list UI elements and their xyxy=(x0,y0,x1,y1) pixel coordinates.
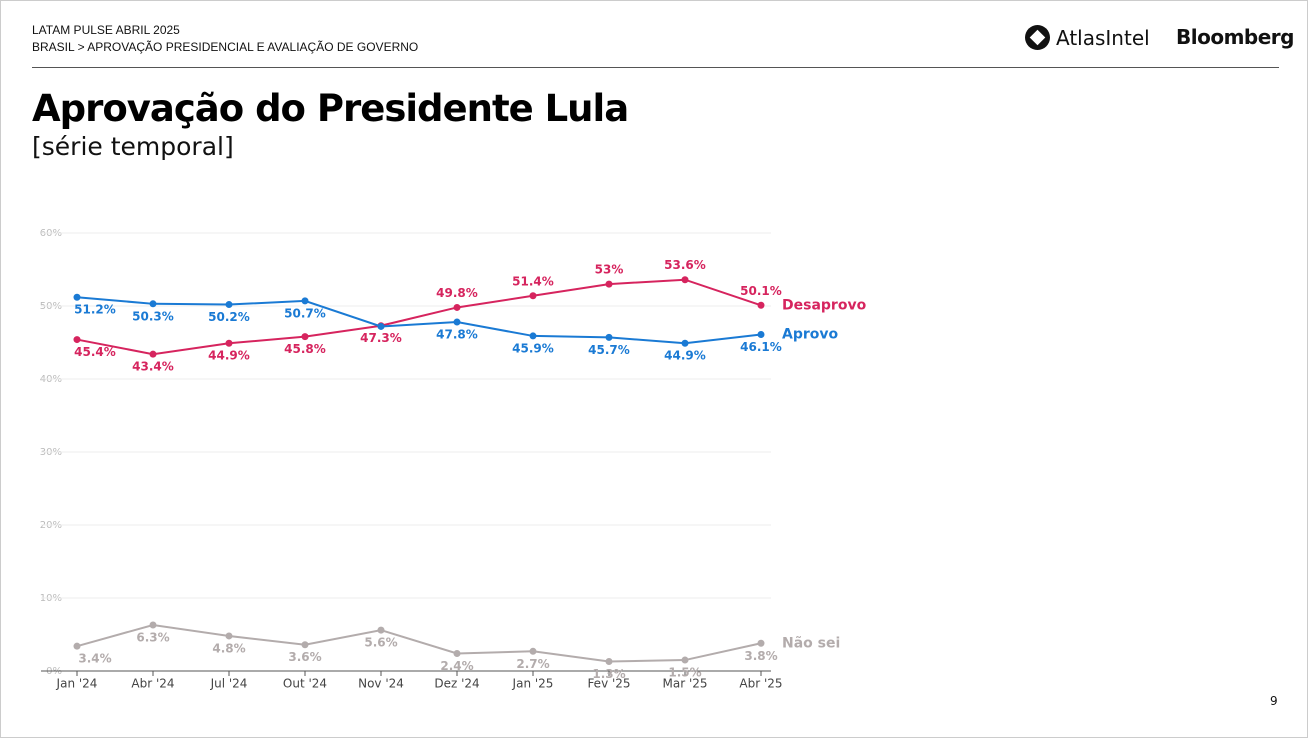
data-label: 2.7% xyxy=(516,657,549,671)
data-label: 6.3% xyxy=(136,631,169,645)
data-point xyxy=(529,647,537,655)
data-point xyxy=(605,333,613,341)
data-label: 4.8% xyxy=(212,641,245,655)
x-tick-label: Abr '24 xyxy=(131,677,174,691)
data-point xyxy=(605,280,613,288)
data-point xyxy=(149,300,157,308)
data-point xyxy=(225,339,233,347)
header-kicker: LATAM PULSE ABRIL 2025 xyxy=(32,23,180,37)
x-tick-label: Abr '25 xyxy=(739,677,782,691)
data-point xyxy=(757,639,765,647)
x-tick-label: Mar '25 xyxy=(662,677,707,691)
x-tick-label: Dez '24 xyxy=(434,677,479,691)
data-label: 44.9% xyxy=(208,349,250,363)
data-label: 45.9% xyxy=(512,341,554,355)
legend-label: Desaprovo xyxy=(782,297,867,313)
data-label: 3.8% xyxy=(744,649,777,663)
x-tick-label: Nov '24 xyxy=(358,677,404,691)
bloomberg-logo: Bloomberg xyxy=(1176,25,1294,49)
legend-label: Aprovo xyxy=(782,326,839,342)
data-label: 49.8% xyxy=(436,286,478,300)
data-label: 5.6% xyxy=(364,636,397,650)
series-line xyxy=(76,296,762,345)
data-label: 1.3% xyxy=(592,667,625,681)
data-point xyxy=(149,350,157,358)
data-label: 50.7% xyxy=(284,306,326,320)
data-label: 53.6% xyxy=(664,258,706,272)
data-point xyxy=(301,297,309,305)
data-label: 51.4% xyxy=(512,274,554,288)
series-line xyxy=(76,623,762,663)
x-tick-label: Out '24 xyxy=(283,677,327,691)
header-breadcrumb: BRASIL > APROVAÇÃO PRESIDENCIAL E AVALIA… xyxy=(32,40,419,54)
data-point xyxy=(529,292,537,300)
atlas-logo: AtlasIntel xyxy=(1056,26,1150,50)
data-point xyxy=(377,322,385,330)
x-tick-label: Jul '24 xyxy=(210,677,248,691)
data-label: 47.3% xyxy=(360,331,402,345)
x-tick-label: Jan '24 xyxy=(56,677,98,691)
chart-title: Aprovação do Presidente Lula xyxy=(32,87,629,130)
data-point xyxy=(681,339,689,347)
data-point xyxy=(757,330,765,338)
data-label: 45.8% xyxy=(284,342,326,356)
data-label: 45.4% xyxy=(74,345,116,359)
page-number: 9 xyxy=(1270,694,1278,708)
data-label: 44.9% xyxy=(664,349,706,363)
data-label: 51.2% xyxy=(74,303,116,317)
data-point xyxy=(301,333,309,341)
data-label: 45.7% xyxy=(588,343,630,357)
data-label: 50.1% xyxy=(740,284,782,298)
data-point xyxy=(149,621,157,629)
data-label: 2.4% xyxy=(440,659,473,673)
data-point xyxy=(73,336,81,344)
x-tick-label: Fev '25 xyxy=(587,677,630,691)
data-point xyxy=(377,626,385,634)
data-point xyxy=(225,301,233,309)
chart-subtitle: [série temporal] xyxy=(32,132,234,161)
data-point xyxy=(605,658,613,666)
data-label: 50.3% xyxy=(132,309,174,323)
data-point xyxy=(529,332,537,340)
data-point xyxy=(681,656,689,664)
chart: 0%10%20%30%40%50%60%Jan '24 Abr '24 Jul '2… xyxy=(40,228,867,691)
data-label: 1.5% xyxy=(668,666,701,680)
data-point xyxy=(73,642,81,650)
atlas-icon xyxy=(1025,25,1050,50)
data-label: 50.2% xyxy=(208,310,250,324)
data-point xyxy=(301,641,309,649)
data-point xyxy=(757,301,765,309)
data-point xyxy=(73,293,81,301)
data-point xyxy=(453,318,461,326)
legend-label: Não sei xyxy=(782,635,840,651)
data-point xyxy=(453,303,461,311)
data-point xyxy=(681,276,689,284)
header-rule xyxy=(32,67,1279,68)
data-label: 53% xyxy=(595,263,624,277)
series-line xyxy=(76,278,762,356)
data-label: 47.8% xyxy=(436,328,478,342)
data-label: 3.4% xyxy=(78,652,111,666)
data-point xyxy=(225,632,233,640)
data-label: 3.6% xyxy=(288,650,321,664)
data-label: 46.1% xyxy=(740,340,782,354)
data-label: 43.4% xyxy=(132,360,174,374)
x-tick-label: Jan '25 xyxy=(512,677,554,691)
data-point xyxy=(453,649,461,657)
